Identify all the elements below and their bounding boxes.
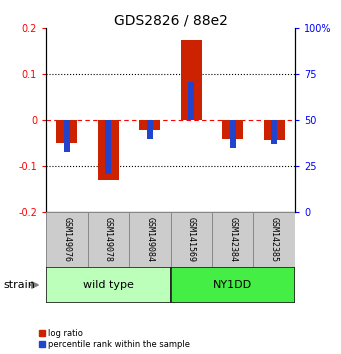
Legend: log ratio, percentile rank within the sample: log ratio, percentile rank within the sa…: [38, 328, 191, 350]
Bar: [129, 212, 170, 267]
Bar: [139, 120, 160, 131]
Title: GDS2826 / 88e2: GDS2826 / 88e2: [114, 13, 227, 27]
Text: GSM149078: GSM149078: [104, 217, 113, 262]
Bar: [253, 212, 295, 267]
Text: GSM142385: GSM142385: [270, 217, 279, 262]
Bar: [88, 212, 129, 267]
Bar: [222, 120, 243, 139]
Text: strain: strain: [3, 280, 35, 290]
Text: GSM149076: GSM149076: [62, 217, 71, 262]
Text: GSM149084: GSM149084: [145, 217, 154, 262]
Bar: [56, 120, 77, 143]
Bar: [212, 212, 253, 267]
Bar: [229, 120, 236, 148]
Bar: [188, 82, 194, 120]
Bar: [147, 120, 153, 139]
Bar: [264, 120, 285, 140]
Text: GSM141569: GSM141569: [187, 217, 196, 262]
Bar: [271, 120, 277, 144]
Text: wild type: wild type: [83, 280, 134, 290]
Text: NY1DD: NY1DD: [213, 280, 252, 290]
Bar: [98, 120, 119, 180]
Bar: [170, 267, 295, 303]
Text: GSM142384: GSM142384: [228, 217, 237, 262]
Bar: [170, 212, 212, 267]
Bar: [46, 267, 170, 303]
Bar: [105, 120, 112, 174]
Bar: [64, 120, 70, 152]
Bar: [181, 40, 202, 120]
Bar: [46, 212, 88, 267]
